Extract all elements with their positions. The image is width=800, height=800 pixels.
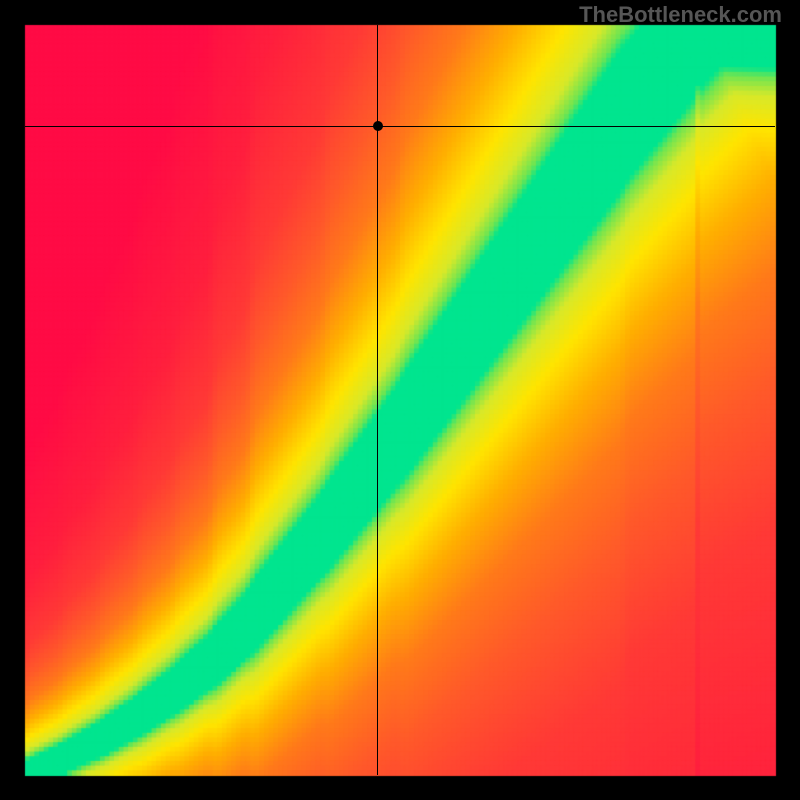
crosshair-vertical-line <box>377 25 378 775</box>
bottleneck-heatmap <box>0 0 800 800</box>
crosshair-marker-dot <box>373 121 383 131</box>
crosshair-horizontal-line <box>25 126 775 127</box>
chart-container: TheBottleneck.com <box>0 0 800 800</box>
watermark-text: TheBottleneck.com <box>579 2 782 28</box>
